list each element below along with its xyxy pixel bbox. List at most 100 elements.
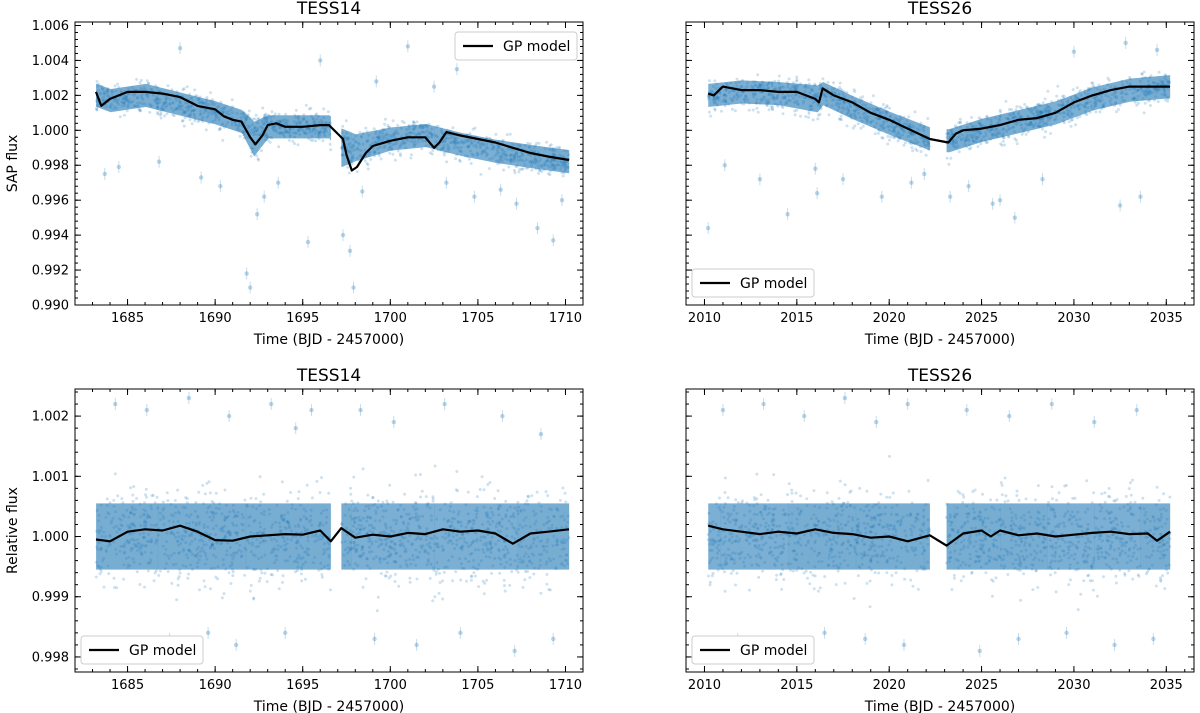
data-point [112, 498, 116, 502]
data-point [154, 569, 158, 573]
data-point [150, 494, 154, 498]
data-point [811, 118, 815, 122]
data-point [889, 135, 893, 139]
data-point-core [817, 85, 819, 113]
legend-box [454, 31, 578, 61]
data-point-core [351, 132, 353, 163]
data-point-core [741, 80, 743, 104]
data-point-core [890, 112, 893, 136]
data-point-core [776, 82, 778, 106]
data-point-core [490, 138, 492, 162]
data-point-core [896, 114, 899, 138]
data-point-core [469, 134, 471, 158]
data-point [769, 105, 773, 109]
data-point-core [153, 503, 155, 570]
data-point-core [156, 86, 158, 110]
data-point-core [1099, 85, 1101, 109]
data-point-core [847, 93, 849, 117]
data-point-core [808, 84, 810, 111]
data-point-core [347, 131, 349, 165]
data-point-core [1142, 77, 1144, 101]
data-point-core [884, 110, 887, 134]
data-point [512, 168, 516, 172]
data-point-core [513, 142, 515, 166]
data-point-core [199, 503, 202, 570]
data-point [396, 149, 400, 153]
data-point-core [206, 99, 209, 123]
data-point [816, 117, 820, 121]
data-point [953, 124, 957, 128]
data-point-core [732, 81, 734, 105]
data-point-core [1133, 78, 1135, 102]
gp-model-line [94, 90, 570, 172]
data-point-core [979, 119, 981, 143]
data-point-core [855, 97, 858, 121]
data-point-core [756, 81, 758, 105]
data-point-core [151, 85, 153, 109]
data-point-core [838, 89, 840, 113]
data-point-core [895, 114, 898, 138]
data-point-core [1071, 95, 1073, 119]
data-point-core [773, 81, 775, 105]
data-point-core [778, 82, 780, 106]
data-point [555, 146, 559, 149]
data-point [1075, 86, 1079, 90]
data-point-core [769, 81, 771, 105]
data-point [222, 592, 226, 596]
data-point-core [455, 131, 457, 155]
data-point-core [451, 130, 453, 154]
data-point-core [485, 137, 487, 161]
data-point [795, 79, 799, 83]
data-point-core [515, 142, 517, 166]
data-point-core [763, 81, 765, 105]
data-point [911, 149, 915, 153]
data-point-core [443, 128, 445, 152]
data-point-core [484, 137, 486, 161]
data-point-core [986, 117, 988, 141]
data-point-core [151, 503, 153, 570]
data-point-core [1089, 88, 1091, 112]
data-point-core [360, 133, 362, 160]
data-point [391, 152, 395, 156]
data-point [1069, 118, 1073, 122]
data-point-core [316, 115, 318, 139]
data-point-core [993, 116, 995, 140]
data-point-core [109, 503, 111, 570]
data-point [903, 141, 907, 145]
data-point-core [215, 503, 218, 570]
data-point-core [958, 126, 960, 150]
data-point-core [1084, 90, 1086, 114]
data-point-core [420, 124, 422, 148]
data-point [276, 569, 280, 572]
data-point-core [177, 92, 180, 116]
data-point-core [533, 145, 535, 169]
data-point-core [102, 503, 104, 570]
data-point [720, 109, 723, 113]
data-point-core [971, 122, 973, 146]
data-point-core [196, 503, 199, 570]
data-point [713, 79, 717, 83]
data-point-core [209, 100, 212, 124]
outlier-point [990, 201, 995, 206]
data-point-core [197, 503, 200, 570]
data-point-core [132, 503, 134, 570]
outlier-point [498, 187, 503, 192]
data-point-core [431, 125, 433, 149]
data-point [793, 109, 797, 113]
data-point-core [174, 91, 177, 115]
data-point-core [176, 503, 179, 570]
data-point-core [954, 127, 956, 151]
data-point-core [262, 117, 264, 145]
data-point [144, 495, 148, 499]
data-point [1043, 135, 1046, 139]
data-point-core [350, 132, 352, 164]
data-point [329, 588, 332, 592]
data-point-core [791, 83, 793, 108]
data-point [913, 110, 917, 114]
data-point [231, 574, 235, 578]
data-point-core [754, 80, 756, 104]
data-point [95, 108, 99, 112]
data-point-core [1130, 78, 1132, 102]
data-point-core [157, 87, 160, 111]
data-point-core [729, 81, 731, 105]
